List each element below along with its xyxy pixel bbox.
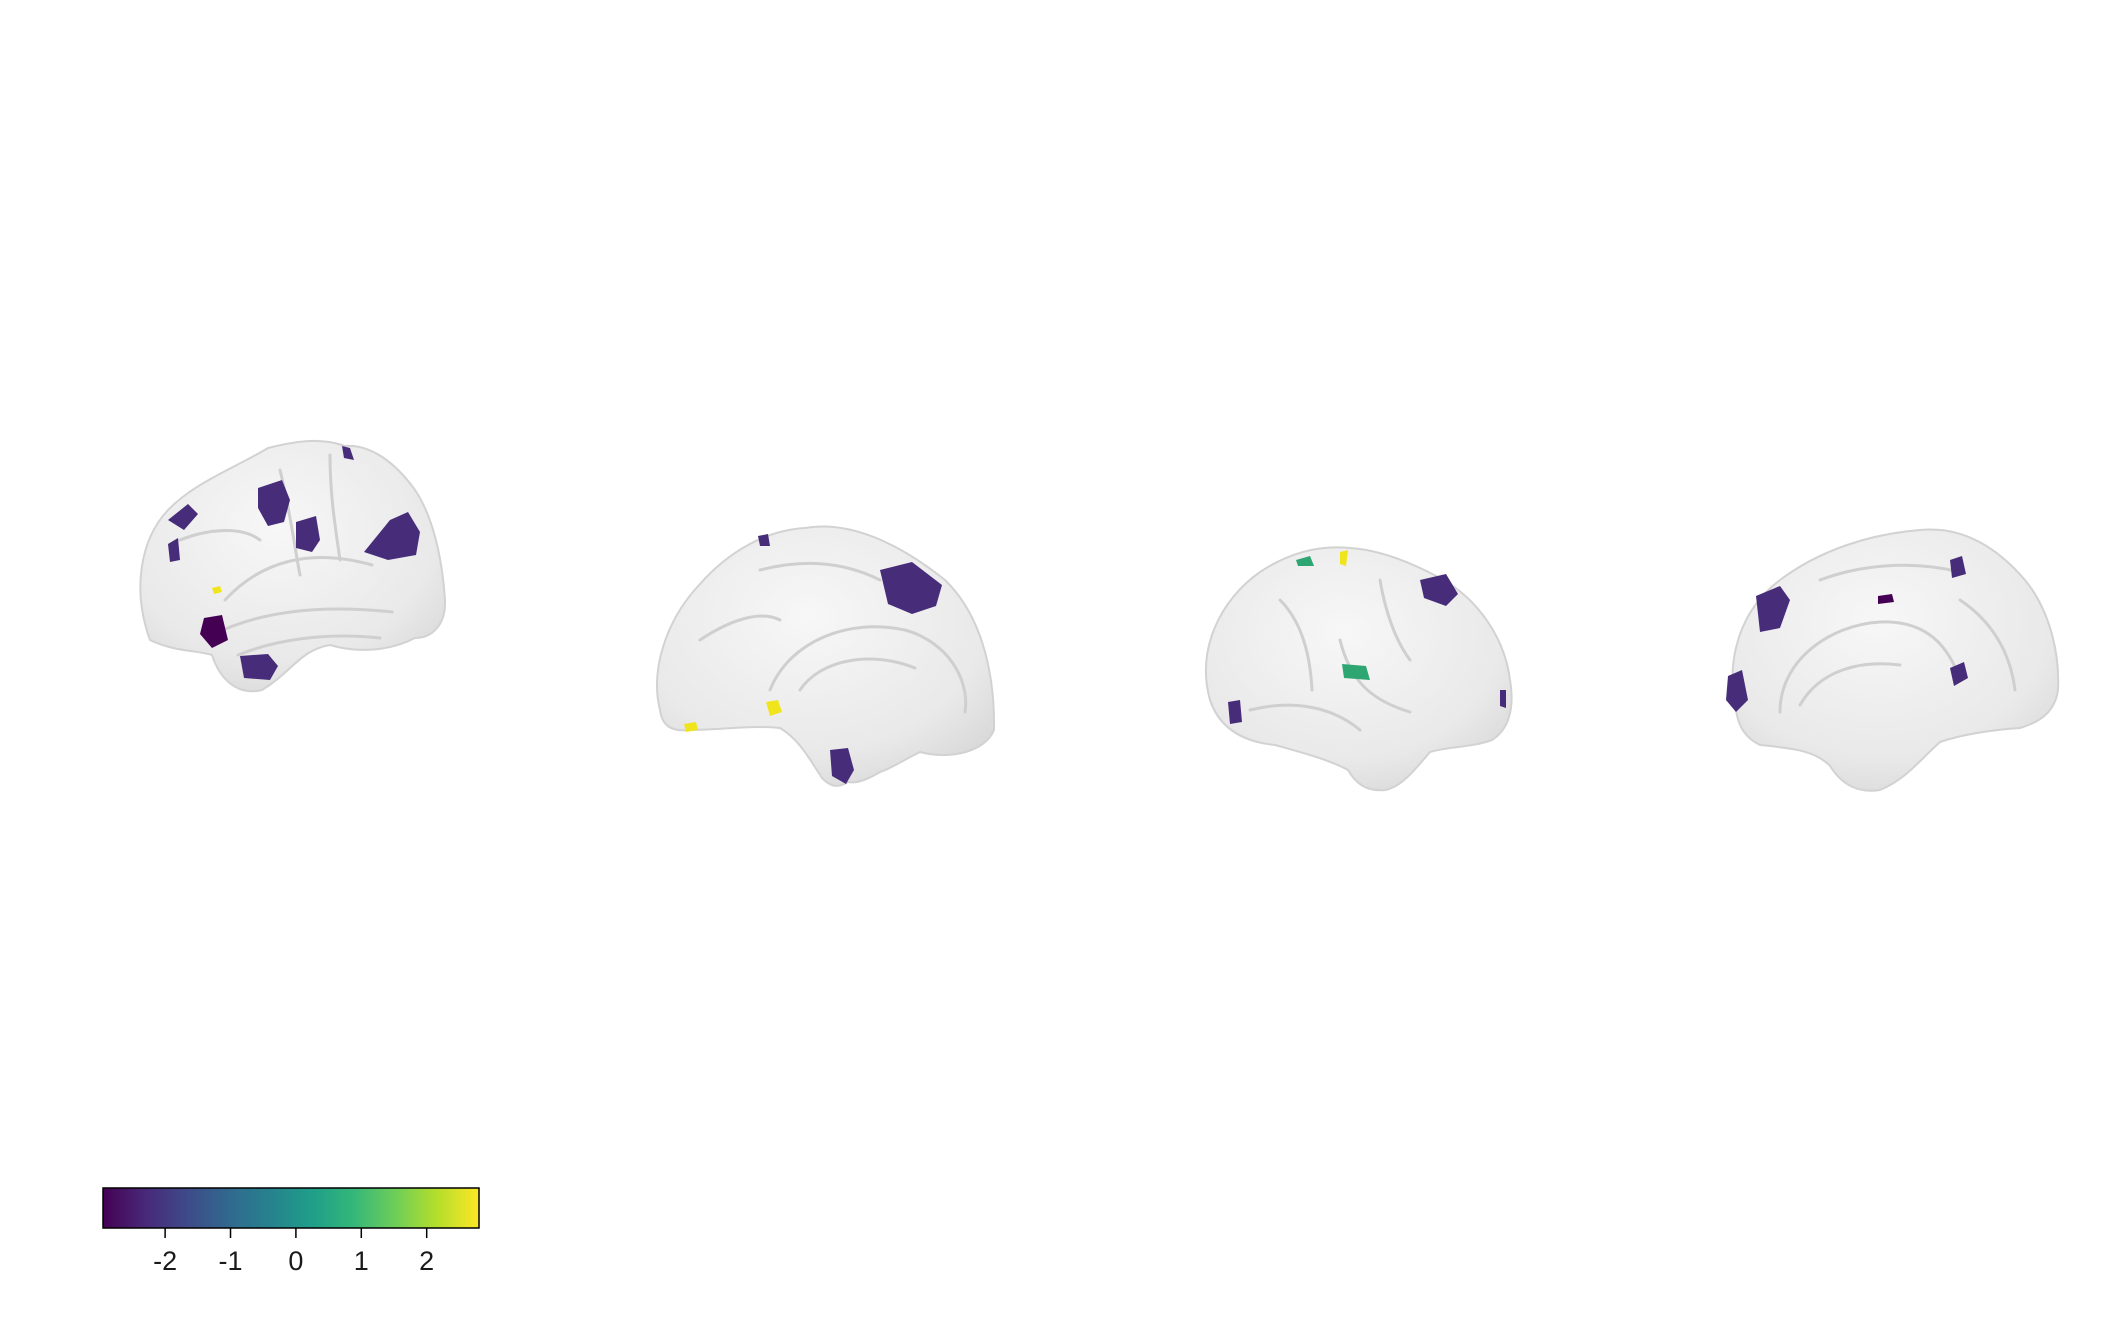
region-patch [1950,662,1968,686]
negative-regions [168,446,420,680]
region-patch [200,615,228,648]
region-patch [364,512,420,560]
region-patch [758,534,770,546]
region-patch [296,516,320,552]
region-patch [212,586,222,594]
region-patch [766,700,782,716]
region-patch [830,748,854,784]
colorbar-ticks: -2 -1 0 1 2 [153,1228,434,1276]
brain-surface [1731,528,2060,792]
region-patch [1228,700,1242,724]
sulci-lines [1778,563,2017,714]
sulci-lines [1248,578,1412,732]
sulci-lines [698,561,968,714]
region-patch [1878,594,1894,604]
region-patch [1296,556,1314,566]
colorbar-tick-label: -2 [153,1246,177,1276]
region-patch [168,538,180,562]
region-patch [1340,550,1348,566]
right-hemisphere-medial-view [1726,528,2060,792]
region-patch [1726,670,1748,712]
colorbar-tick-label: 0 [288,1246,303,1276]
region-patch [342,446,354,460]
brain-surface [139,439,447,693]
region-patch [1756,586,1790,632]
left-hemisphere-lateral-view [139,439,447,693]
region-patch [1420,574,1458,606]
colorbar-tick-label: 1 [354,1246,369,1276]
colorbar-tick-label: -1 [219,1246,243,1276]
region-patch [1342,664,1370,680]
left-hemisphere-medial-view [656,525,996,787]
colorbar-gradient [102,1187,480,1229]
region-patch [240,654,278,680]
region-patch [684,722,698,732]
region-patch [880,562,942,614]
region-patch [1500,690,1506,708]
right-hemisphere-lateral-view [1205,546,1513,792]
colorbar: -2 -1 0 1 2 [102,1187,480,1276]
region-patch [258,480,290,526]
colorbar-tick-label: 2 [419,1246,434,1276]
region-patch [1950,556,1966,578]
region-patch [168,504,198,530]
